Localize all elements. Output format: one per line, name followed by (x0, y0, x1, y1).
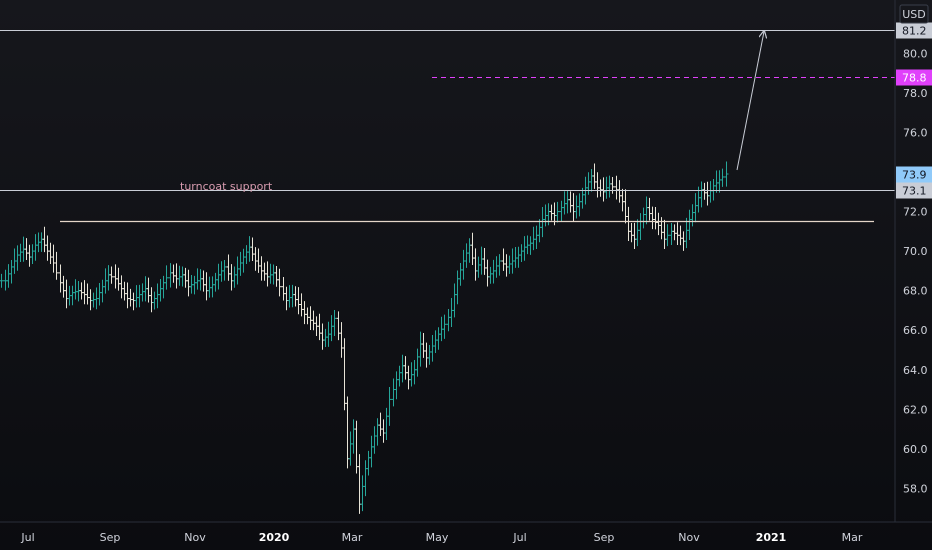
y-tick-label: 68.0 (903, 285, 928, 298)
x-tick-label: 2021 (756, 531, 787, 544)
price-level-tag[interactable]: 81.2 (896, 22, 932, 39)
ohlc-bar (277, 268, 282, 297)
price-level-tag[interactable]: 73.9 (896, 166, 932, 183)
ohlc-bar (164, 265, 169, 290)
x-tick-label: Mar (842, 531, 863, 544)
ohlc-bar (54, 251, 59, 280)
x-tick-label: 2020 (259, 531, 290, 544)
y-tick-label: 80.0 (903, 47, 928, 60)
x-tick-label: Sep (594, 531, 615, 544)
ohlc-bar (222, 260, 227, 281)
ohlc-bar (442, 314, 447, 339)
y-tick-label: 58.0 (903, 482, 928, 495)
turncoat-support-label: turncoat support (180, 180, 273, 193)
ohlc-bar (0, 273, 4, 288)
y-tick-label: 72.0 (903, 206, 928, 219)
y-tick-label: 66.0 (903, 324, 928, 337)
ohlc-bar (720, 168, 725, 187)
x-tick-label: Nov (678, 531, 700, 544)
price-level-tag[interactable]: 73.1 (896, 182, 932, 199)
y-tick-label: 64.0 (903, 364, 928, 377)
price-level-value: 78.8 (902, 72, 927, 85)
y-tick-label: 60.0 (903, 443, 928, 456)
ohlc-bar (109, 266, 114, 284)
y-tick-label: 78.0 (903, 87, 928, 100)
price-level-value: 73.1 (902, 185, 927, 198)
ohlc-bar (665, 224, 670, 247)
ohlc-bar (555, 201, 560, 223)
projection-arrow[interactable] (736, 32, 764, 171)
price-axis[interactable]: 58.0 60.0 62.0 64.0 66.0 68.0 70.0 72.0 76.0 78.0… (903, 47, 928, 495)
x-tick-label: Jul (20, 531, 34, 544)
x-tick-label: Mar (342, 531, 363, 544)
x-tick-label: Nov (184, 531, 206, 544)
y-tick-label: 76.0 (903, 126, 928, 139)
horizontal-levels: 81.2 78.8 73.9 73.1 (0, 22, 932, 223)
y-tick-label: 62.0 (903, 403, 928, 416)
x-tick-label: Jul (512, 531, 526, 544)
price-level-tag[interactable]: 78.8 (896, 69, 932, 86)
time-axis[interactable]: Jul Sep Nov 2020 Mar May Jul Sep Nov 2021 Mar (20, 531, 862, 544)
x-tick-label: May (426, 531, 449, 544)
ohlc-bars (0, 161, 729, 514)
x-tick-label: Sep (100, 531, 121, 544)
price-level-value: 73.9 (902, 169, 927, 182)
ohlc-bar (332, 310, 337, 336)
currency-badge[interactable] (899, 4, 929, 24)
ohlc-bar (387, 386, 392, 426)
price-level-value: 81.2 (902, 25, 927, 38)
ohlc-bar (724, 161, 729, 187)
y-tick-label: 70.0 (903, 245, 928, 258)
ohlc-bar (497, 254, 502, 276)
currency-label: USD (902, 8, 926, 21)
